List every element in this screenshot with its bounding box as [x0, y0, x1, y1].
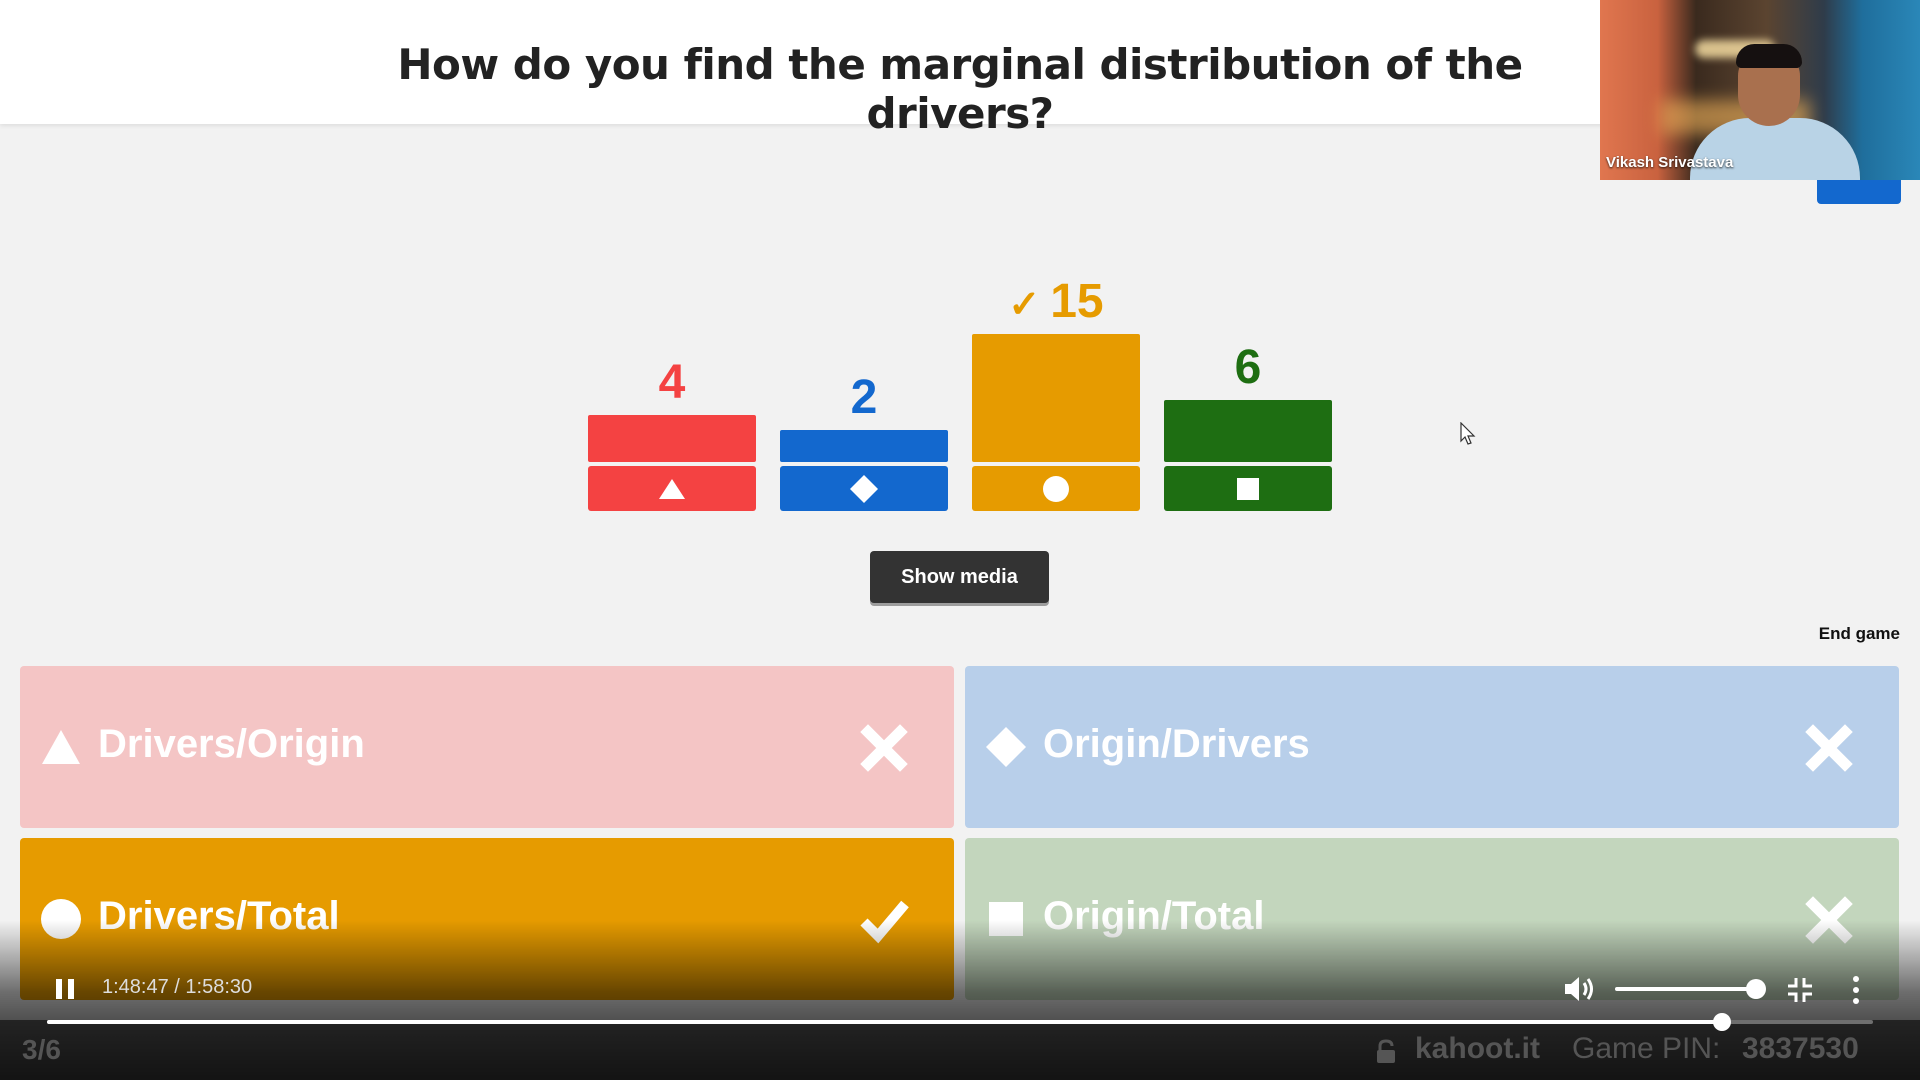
diamond-icon: [986, 727, 1026, 767]
participant-name: Vikash Srivastava: [1606, 154, 1734, 171]
cross-icon: [860, 724, 908, 772]
playback-time: 1:48:47 / 1:58:30: [102, 976, 253, 998]
lock-icon[interactable]: [1375, 1039, 1397, 1065]
webcam-video-tile: Vikash Srivastava: [1600, 0, 1920, 180]
result-count-triangle: 4: [658, 356, 686, 409]
result-bar-circle: [972, 334, 1140, 462]
show-media-button[interactable]: Show media: [870, 551, 1049, 603]
diamond-icon: [850, 474, 878, 503]
seek-bar-handle[interactable]: [1713, 1013, 1732, 1031]
seek-bar[interactable]: [47, 1013, 1873, 1031]
result-base-square: [1164, 466, 1332, 511]
end-game-button[interactable]: End game: [1818, 624, 1900, 643]
join-url: kahoot.it: [1415, 1032, 1540, 1065]
answer-tile-triangle[interactable]: Drivers/Origin: [20, 666, 954, 828]
result-base-triangle: [588, 466, 756, 511]
volume-slider[interactable]: [1615, 987, 1757, 991]
result-count-circle: ✓ 15: [972, 274, 1140, 329]
answer-label: Origin/Drivers: [1043, 722, 1310, 766]
exit-fullscreen-icon[interactable]: [1786, 976, 1814, 1004]
volume-icon[interactable]: [1562, 974, 1596, 1004]
result-column-circle: ✓ 15: [972, 0, 1140, 520]
more-options-icon[interactable]: [1846, 974, 1866, 1006]
question-title: How do you find the marginal distributio…: [397, 40, 1523, 138]
game-pin-value: 3837530: [1742, 1032, 1859, 1065]
presenter-hair: [1736, 44, 1802, 68]
result-column-square: 6: [1164, 0, 1332, 520]
result-base-circle: [972, 466, 1140, 511]
game-pin-label: Game PIN:: [1572, 1032, 1721, 1065]
result-base-diamond: [780, 466, 948, 511]
answer-label: Drivers/Origin: [98, 722, 365, 766]
answer-tile-diamond[interactable]: Origin/Drivers: [965, 666, 1899, 828]
next-tab[interactable]: [1817, 180, 1901, 204]
square-icon: [1237, 477, 1259, 500]
result-count-circle-value: 15: [1050, 275, 1104, 328]
check-icon: ✓: [1008, 284, 1041, 326]
pause-icon[interactable]: [52, 976, 78, 1002]
result-column-triangle: 4: [588, 0, 756, 520]
kahoot-footer-bar: [0, 1020, 1920, 1080]
cross-icon: [1805, 724, 1853, 772]
result-column-diamond: 2: [780, 0, 948, 520]
result-count-square: 6: [1234, 341, 1262, 394]
result-count-diamond: 2: [850, 371, 878, 424]
seek-bar-played: [47, 1020, 1723, 1024]
result-bar-diamond: [780, 430, 948, 462]
triangle-icon: [42, 730, 80, 764]
question-counter: 3/6: [22, 1034, 61, 1065]
circle-icon: [1043, 475, 1069, 502]
result-bar-square: [1164, 400, 1332, 462]
volume-slider-handle[interactable]: [1746, 979, 1766, 999]
result-bar-triangle: [588, 415, 756, 462]
mouse-cursor-icon: [1460, 422, 1476, 445]
triangle-icon: [659, 478, 685, 499]
presenter-shirt: [1690, 118, 1860, 180]
